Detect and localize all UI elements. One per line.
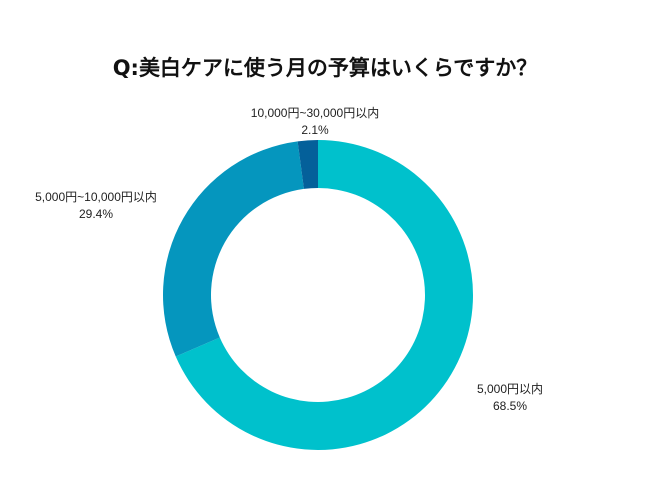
slice-label-value: 29.4% (79, 207, 113, 221)
slice-label-value: 68.5% (493, 399, 527, 413)
slice-label-value: 2.1% (301, 123, 329, 137)
label-5000-10000: 5,000円~10,000円以内 29.4% (35, 190, 157, 221)
slice-under-5000 (175, 140, 473, 450)
donut-slices (163, 140, 473, 450)
label-10000-30000: 10,000円~30,000円以内 2.1% (251, 106, 379, 137)
slice-5000-10000 (163, 141, 304, 357)
chart-title: Q:美白ケアに使う月の予算はいくらですか？ (113, 56, 538, 80)
label-under-5000: 5,000円以内 68.5% (477, 382, 543, 413)
slice-label-category: 5,000円~10,000円以内 (35, 190, 157, 204)
slice-label-category: 5,000円以内 (477, 382, 543, 396)
slice-10000-30000 (297, 140, 318, 189)
slice-label-category: 10,000円~30,000円以内 (251, 106, 379, 120)
